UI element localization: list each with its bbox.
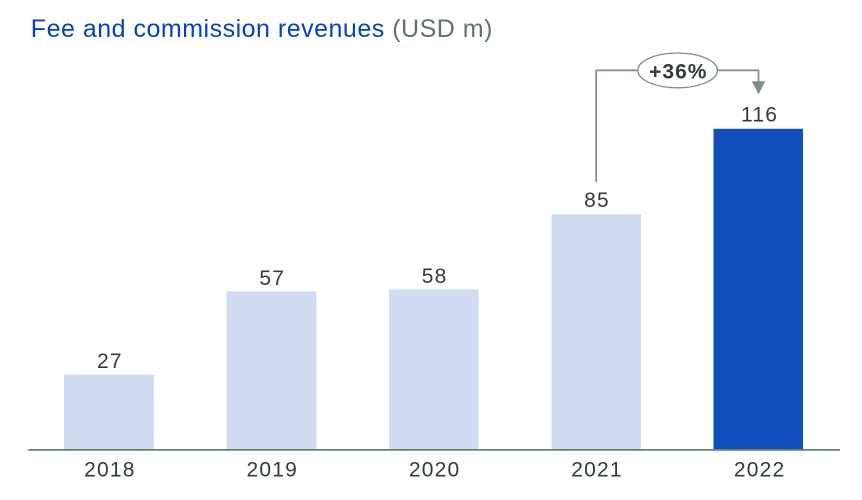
svg-text:2020: 2020 bbox=[409, 459, 461, 482]
svg-text:Fee and commission revenues (U: Fee and commission revenues (USD m) bbox=[31, 15, 493, 43]
svg-text:116: 116 bbox=[741, 103, 778, 126]
svg-text:2019: 2019 bbox=[247, 459, 299, 482]
svg-text:57: 57 bbox=[259, 267, 285, 290]
svg-text:2022: 2022 bbox=[734, 459, 786, 482]
svg-text:2021: 2021 bbox=[571, 459, 623, 482]
svg-text:58: 58 bbox=[422, 265, 448, 288]
svg-text:85: 85 bbox=[584, 189, 610, 212]
svg-text:2018: 2018 bbox=[84, 459, 136, 482]
svg-text:+36%: +36% bbox=[649, 60, 707, 83]
svg-text:27: 27 bbox=[97, 350, 123, 373]
